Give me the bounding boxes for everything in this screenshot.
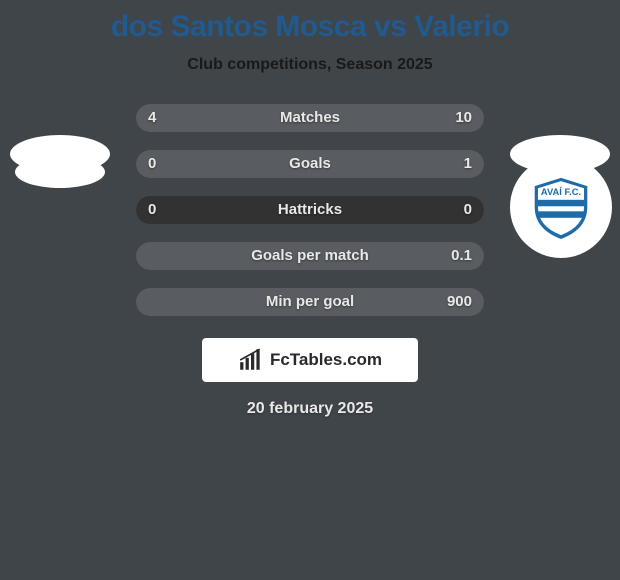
svg-text:AVAÍ F.C.: AVAÍ F.C. <box>541 186 581 197</box>
page-title: dos Santos Mosca vs Valerio <box>0 0 620 44</box>
bar-value-right: 0.1 <box>451 242 472 270</box>
stat-bar: Hattricks0 0 <box>136 196 484 224</box>
stat-bar: Goals0 1 <box>136 150 484 178</box>
bar-label: Matches <box>136 104 484 132</box>
avai-crest-icon: AVAÍ F.C. <box>525 171 597 243</box>
bar-value-right: 0 <box>464 196 472 224</box>
watermark: FcTables.com <box>202 338 418 382</box>
stat-bar: Matches4 10 <box>136 104 484 132</box>
bar-value-left: 0 <box>148 196 156 224</box>
stat-bar: Goals per match0.1 <box>136 242 484 270</box>
bar-label: Goals per match <box>136 242 484 270</box>
placeholder-ellipse <box>15 156 105 188</box>
club-logo-right: AVAÍ F.C. <box>510 156 612 258</box>
player-left-badge <box>10 104 110 204</box>
page-subtitle: Club competitions, Season 2025 <box>0 56 620 74</box>
stats-area: AVAÍ F.C. Matches410Goals01Hattricks00Go… <box>0 104 620 316</box>
bar-label: Goals <box>136 150 484 178</box>
bar-value-left: 4 <box>148 104 156 132</box>
watermark-text: FcTables.com <box>270 350 382 370</box>
bar-value-right: 10 <box>455 104 472 132</box>
stat-bar: Min per goal900 <box>136 288 484 316</box>
bar-label: Hattricks <box>136 196 484 224</box>
bar-value-right: 900 <box>447 288 472 316</box>
stat-bars: Matches410Goals01Hattricks00Goals per ma… <box>136 104 484 316</box>
bar-value-left: 0 <box>148 150 156 178</box>
bar-label: Min per goal <box>136 288 484 316</box>
comparison-card: dos Santos Mosca vs Valerio Club competi… <box>0 0 620 580</box>
bar-value-right: 1 <box>464 150 472 178</box>
chart-bars-icon <box>238 347 264 373</box>
footer-date: 20 february 2025 <box>0 400 620 418</box>
